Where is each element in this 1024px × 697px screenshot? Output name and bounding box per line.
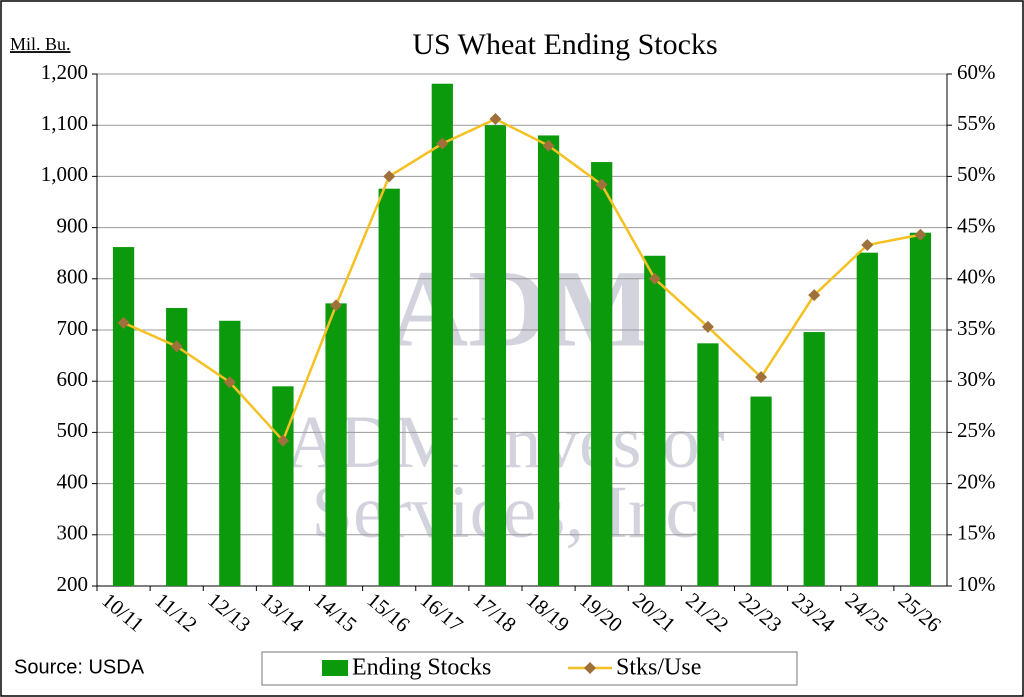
y2-tick-label: 10% bbox=[957, 572, 996, 596]
marker bbox=[436, 137, 449, 150]
marker bbox=[223, 376, 236, 389]
bar bbox=[378, 188, 400, 587]
y-tick-label: 800 bbox=[57, 265, 89, 289]
y2-tick-label: 50% bbox=[957, 162, 996, 186]
line bbox=[123, 117, 921, 443]
marker bbox=[755, 371, 768, 384]
bar bbox=[325, 303, 347, 586]
y-tick-label: 1,000 bbox=[41, 162, 88, 186]
bar bbox=[909, 232, 932, 586]
y2-tick-label: 35% bbox=[957, 316, 996, 340]
y-tick-label: 1,100 bbox=[41, 111, 88, 135]
y-tick-label: 300 bbox=[57, 521, 89, 545]
bar bbox=[591, 162, 613, 586]
marker bbox=[383, 170, 396, 183]
y2-tick-label: 60% bbox=[957, 60, 996, 84]
bar bbox=[166, 307, 188, 586]
legend-label: Ending Stocks bbox=[352, 655, 491, 681]
bar bbox=[803, 332, 825, 586]
bar bbox=[431, 83, 453, 586]
y2-tick-label: 45% bbox=[957, 213, 996, 237]
marker bbox=[648, 272, 661, 285]
legend-label: Stks/Use bbox=[616, 655, 701, 681]
marker bbox=[701, 320, 714, 333]
marker bbox=[330, 299, 343, 312]
y2-tick-label: 40% bbox=[957, 265, 996, 289]
marker bbox=[914, 228, 927, 241]
y2-tick-label: 20% bbox=[957, 469, 996, 493]
marker bbox=[117, 316, 130, 329]
y-tick-label: 1,200 bbox=[41, 60, 88, 84]
bar bbox=[484, 125, 507, 586]
y-tick-label: 400 bbox=[57, 469, 89, 493]
marker bbox=[170, 340, 183, 353]
bar bbox=[856, 252, 878, 587]
marker bbox=[542, 139, 555, 152]
source: Source: USDA bbox=[14, 656, 145, 678]
marker bbox=[808, 289, 821, 302]
bar bbox=[219, 320, 241, 586]
y2-tick-label: 15% bbox=[957, 521, 996, 545]
legend-box bbox=[261, 651, 798, 686]
y2-tick-label: 55% bbox=[957, 111, 996, 135]
marker bbox=[861, 239, 874, 252]
y-tick-label: 700 bbox=[57, 316, 89, 340]
bar bbox=[750, 396, 772, 586]
legend-swatch bbox=[322, 660, 348, 676]
bar bbox=[697, 343, 719, 586]
y-tick-label: 900 bbox=[57, 213, 89, 237]
bar bbox=[112, 247, 135, 586]
y2-tick-label: 25% bbox=[957, 418, 996, 442]
bar bbox=[644, 255, 666, 586]
y-tick-label: 500 bbox=[57, 418, 89, 442]
marker bbox=[276, 434, 289, 447]
legend-swatch bbox=[584, 662, 596, 674]
y-tick-label: 200 bbox=[57, 572, 89, 596]
marker bbox=[489, 113, 502, 126]
chart-title: US Wheat Ending Stocks bbox=[412, 28, 717, 61]
y2-tick-label: 30% bbox=[957, 367, 996, 391]
bar bbox=[272, 386, 294, 586]
y-tick-label: 600 bbox=[57, 367, 89, 391]
marker bbox=[595, 178, 608, 191]
y-axis-label: Mil. Bu. bbox=[10, 34, 71, 54]
bar bbox=[537, 135, 560, 586]
